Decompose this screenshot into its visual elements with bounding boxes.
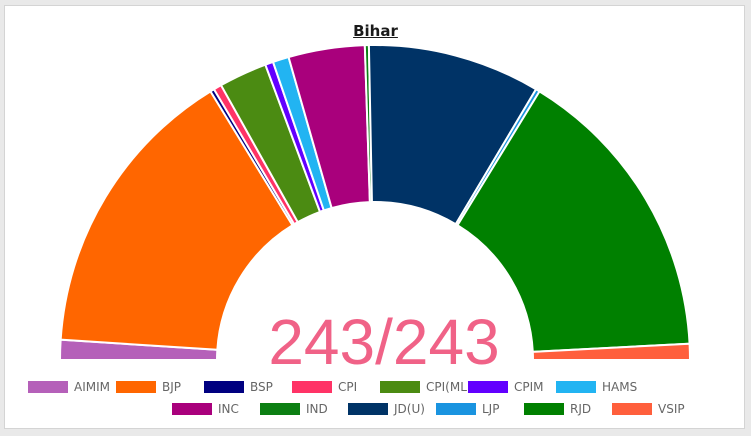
seat-arc-bjp[interactable]	[59, 89, 294, 351]
seat-arc-rjd[interactable]	[456, 89, 691, 353]
seat-count-label: 243/243	[268, 306, 499, 378]
seat-arc-vsip[interactable]	[531, 342, 692, 361]
chart-title: Bihar	[353, 22, 398, 40]
seat-arcs	[58, 44, 692, 361]
